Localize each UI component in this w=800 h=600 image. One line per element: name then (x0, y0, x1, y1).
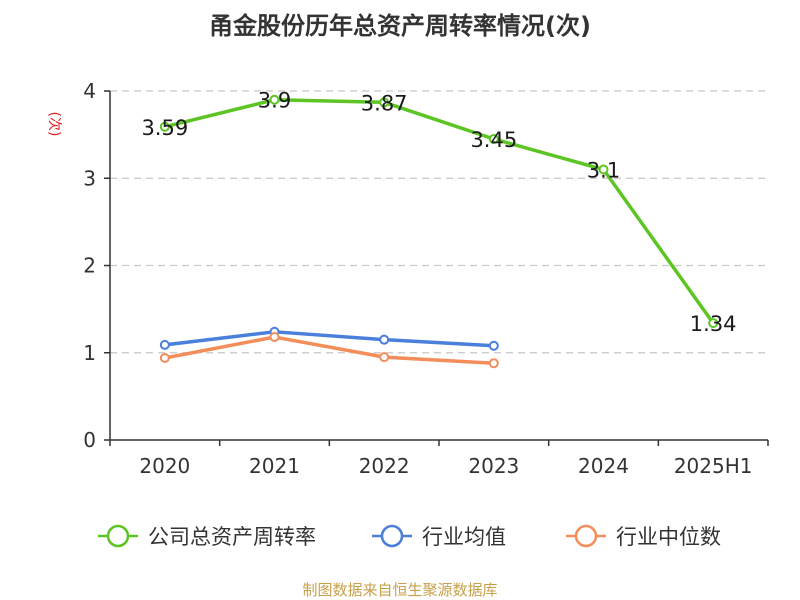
series-2-point-2021[interactable] (269, 332, 280, 343)
x-tick-label-2022: 2022 (359, 454, 410, 478)
legend-label-2: 行业中位数 (616, 525, 721, 549)
y-axis-label: (次) (46, 112, 62, 137)
data-label-2023: 3.45 (470, 128, 517, 152)
series-0-point-2022[interactable] (379, 97, 390, 108)
legend-marker-1 (380, 524, 404, 548)
series-2-point-2020[interactable] (159, 352, 170, 363)
x-tick-label-2025H1: 2025H1 (674, 454, 753, 478)
data-label-2024: 3.1 (587, 159, 620, 183)
x-tick-label-2021: 2021 (249, 454, 300, 478)
series-0-point-2021[interactable] (269, 94, 280, 105)
x-tick-label-2023: 2023 (468, 454, 519, 478)
legend-label-1: 行业均值 (422, 525, 506, 549)
x-tick-label-2020: 2020 (139, 454, 190, 478)
y-tick-label-1: 1 (83, 341, 96, 365)
legend-marker-2 (574, 524, 598, 548)
data-label-2025H1: 1.34 (690, 312, 737, 336)
y-tick-label-2: 2 (83, 254, 96, 278)
series-0-point-2024[interactable] (598, 164, 609, 175)
series-line-2 (164, 335, 494, 365)
y-tick-label-3: 3 (83, 166, 96, 190)
series-line-1 (164, 330, 494, 348)
legend-marker-0 (106, 524, 130, 548)
series-2-point-2022[interactable] (379, 352, 390, 363)
legend-item-0[interactable]: 公司总资产周转率 (98, 524, 316, 549)
data-label-2022: 3.87 (361, 91, 408, 115)
legend-label-0: 公司总资产周转率 (148, 525, 316, 549)
series-0-point-2025H1[interactable] (708, 318, 719, 329)
x-tick-label-2024: 2024 (578, 454, 629, 478)
series-1-point-2020[interactable] (159, 339, 170, 350)
series-0-point-2020[interactable] (159, 121, 170, 132)
y-tick-label-0: 0 (83, 428, 96, 452)
series-1-point-2022[interactable] (379, 334, 390, 345)
y-tick-label-4: 4 (83, 79, 96, 103)
legend-item-1[interactable]: 行业均值 (372, 524, 506, 549)
series-2-point-2023[interactable] (488, 358, 499, 369)
chart-title: 甬金股份历年总资产周转率情况(次) (209, 12, 591, 40)
series-0-point-2023[interactable] (488, 133, 499, 144)
data-label-2021: 3.9 (258, 89, 291, 113)
data-label-2020: 3.59 (141, 116, 188, 140)
series-1-point-2023[interactable] (488, 340, 499, 351)
legend-item-2[interactable]: 行业中位数 (566, 524, 721, 549)
source-note: 制图数据来自恒生聚源数据库 (302, 581, 497, 599)
series-line-0 (164, 97, 715, 325)
